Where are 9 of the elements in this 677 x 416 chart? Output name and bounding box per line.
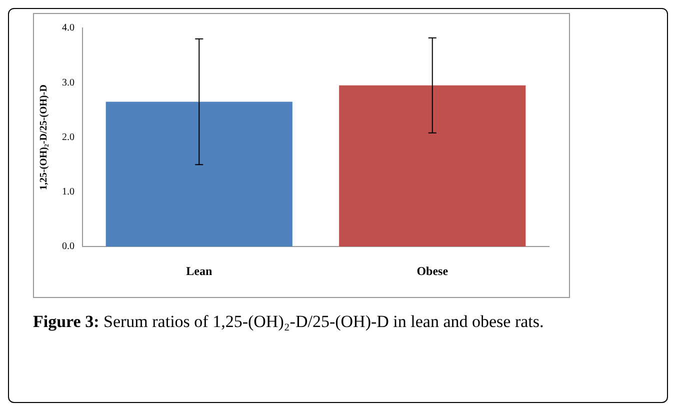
caption: Figure 3: Serum ratios of 1,25-(OH)₂-D/25-(OH)-D in lean and obese rats.	[33, 312, 544, 331]
y-tick-label: 3.0	[62, 77, 74, 88]
y-tick-label: 2.0	[62, 132, 74, 143]
y-tick-label: 1.0	[62, 186, 74, 198]
x-tick-label: Lean	[186, 264, 212, 278]
y-tick-label: 0.0	[62, 241, 74, 252]
y-tick-label: 4.0	[62, 22, 74, 34]
x-tick-label: Obese	[416, 264, 449, 278]
y-axis-title: 1,25-(OH)₂-D/25-(OH)-D	[38, 84, 50, 190]
